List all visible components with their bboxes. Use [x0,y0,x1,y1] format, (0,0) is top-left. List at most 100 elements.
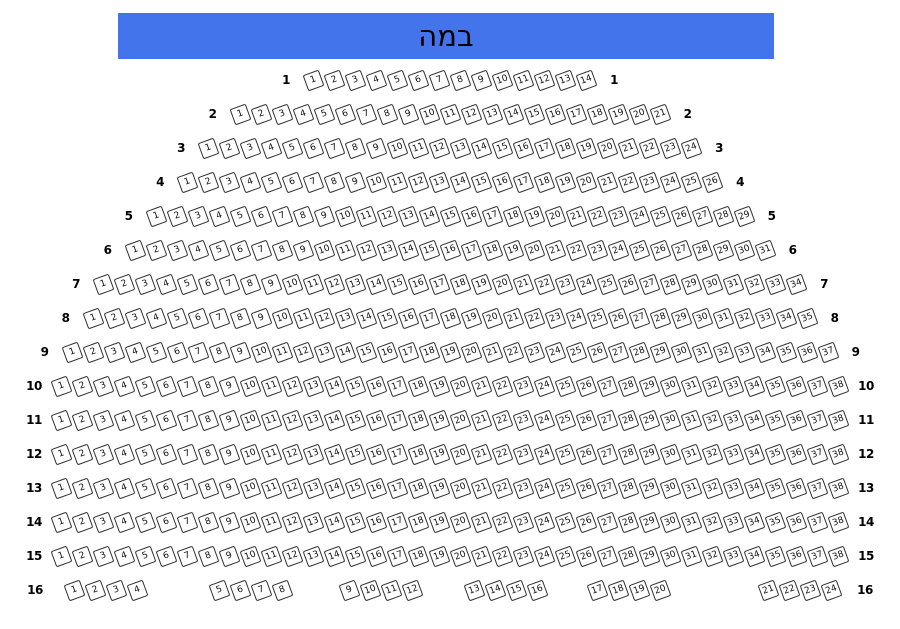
seat[interactable]: 16 [365,409,388,431]
seat[interactable]: 15 [386,273,409,295]
seat[interactable]: 20 [575,171,598,193]
seat[interactable]: 20 [449,409,472,431]
seat[interactable]: 34 [743,477,766,499]
seat[interactable]: 34 [775,307,797,329]
seat[interactable]: 6 [229,579,252,601]
seat[interactable]: 12 [281,511,304,533]
seat[interactable]: 2 [71,511,94,533]
seat[interactable]: 30 [691,307,713,329]
seat[interactable]: 8 [271,579,294,601]
seat[interactable]: 11 [260,409,283,431]
seat[interactable]: 12 [281,375,304,397]
seat[interactable]: 21 [757,579,780,601]
seat[interactable]: 14 [470,137,493,159]
seat[interactable]: 10 [365,171,388,193]
seat[interactable]: 23 [544,307,566,329]
seat[interactable]: 28 [712,205,734,227]
seat[interactable]: 5 [386,69,409,91]
seat[interactable]: 25 [680,171,703,193]
seat[interactable]: 34 [743,409,766,431]
seat[interactable]: 27 [670,239,692,261]
seat[interactable]: 1 [82,307,104,329]
seat[interactable]: 10 [239,545,262,567]
seat[interactable]: 4 [113,443,136,465]
seat[interactable]: 13 [463,579,486,601]
seat[interactable]: 2 [250,103,272,125]
seat[interactable]: 23 [512,511,535,533]
seat[interactable]: 3 [92,477,115,499]
seat[interactable]: 10 [313,239,335,261]
seat[interactable]: 32 [712,341,734,363]
seat[interactable]: 27 [628,307,650,329]
seat[interactable]: 4 [292,103,314,125]
seat[interactable]: 15 [505,579,528,601]
seat[interactable]: 21 [470,545,493,567]
seat[interactable]: 3 [92,409,115,431]
seat[interactable]: 20 [449,375,472,397]
seat[interactable]: 25 [554,409,577,431]
seat[interactable]: 4 [260,137,283,159]
seat[interactable]: 5 [166,307,188,329]
seat[interactable]: 2 [71,443,94,465]
seat[interactable]: 9 [218,375,241,397]
seat[interactable]: 28 [628,341,650,363]
seat[interactable]: 15 [470,171,493,193]
seat[interactable]: 12 [292,341,314,363]
seat[interactable]: 9 [218,511,241,533]
seat[interactable]: 10 [359,579,382,601]
seat[interactable]: 36 [785,409,808,431]
seat[interactable]: 7 [176,443,199,465]
seat[interactable]: 31 [712,307,734,329]
seat[interactable]: 22 [491,409,514,431]
seat[interactable]: 11 [271,341,293,363]
seat[interactable]: 32 [701,443,724,465]
seat[interactable]: 8 [197,511,220,533]
seat[interactable]: 7 [323,137,346,159]
seat[interactable]: 22 [491,375,514,397]
seat[interactable]: 24 [820,579,843,601]
seat[interactable]: 22 [638,137,661,159]
seat[interactable]: 23 [799,579,822,601]
seat[interactable]: 14 [502,103,524,125]
seat[interactable]: 30 [701,273,724,295]
seat[interactable]: 30 [659,545,682,567]
seat[interactable]: 1 [229,103,251,125]
seat[interactable]: 4 [239,171,262,193]
seat[interactable]: 24 [659,171,682,193]
seat[interactable]: 18 [449,273,472,295]
seat[interactable]: 2 [71,545,94,567]
seat[interactable]: 31 [680,545,703,567]
seat[interactable]: 7 [355,103,377,125]
seat[interactable]: 34 [743,443,766,465]
seat[interactable]: 16 [365,375,388,397]
seat[interactable]: 13 [449,137,472,159]
seat[interactable]: 22 [491,511,514,533]
seat[interactable]: 6 [155,477,178,499]
seat[interactable]: 9 [229,341,251,363]
seat[interactable]: 13 [302,545,325,567]
seat[interactable]: 6 [187,307,209,329]
seat[interactable]: 25 [565,341,587,363]
seat[interactable]: 9 [260,273,283,295]
seat[interactable]: 2 [145,239,167,261]
seat[interactable]: 17 [481,205,503,227]
seat[interactable]: 3 [105,579,128,601]
seat[interactable]: 4 [124,341,146,363]
seat[interactable]: 37 [806,443,829,465]
seat[interactable]: 23 [586,239,608,261]
seat[interactable]: 5 [229,205,251,227]
seat[interactable]: 33 [722,545,745,567]
seat[interactable]: 23 [607,205,629,227]
seat[interactable]: 26 [575,511,598,533]
seat[interactable]: 24 [544,341,566,363]
seat[interactable]: 2 [71,375,94,397]
seat[interactable]: 8 [197,409,220,431]
seat[interactable]: 7 [250,579,273,601]
seat[interactable]: 9 [218,443,241,465]
seat[interactable]: 32 [701,477,724,499]
seat[interactable]: 8 [239,273,262,295]
seat[interactable]: 13 [397,205,419,227]
seat[interactable]: 10 [239,477,262,499]
seat[interactable]: 2 [166,205,188,227]
seat[interactable]: 19 [628,579,651,601]
